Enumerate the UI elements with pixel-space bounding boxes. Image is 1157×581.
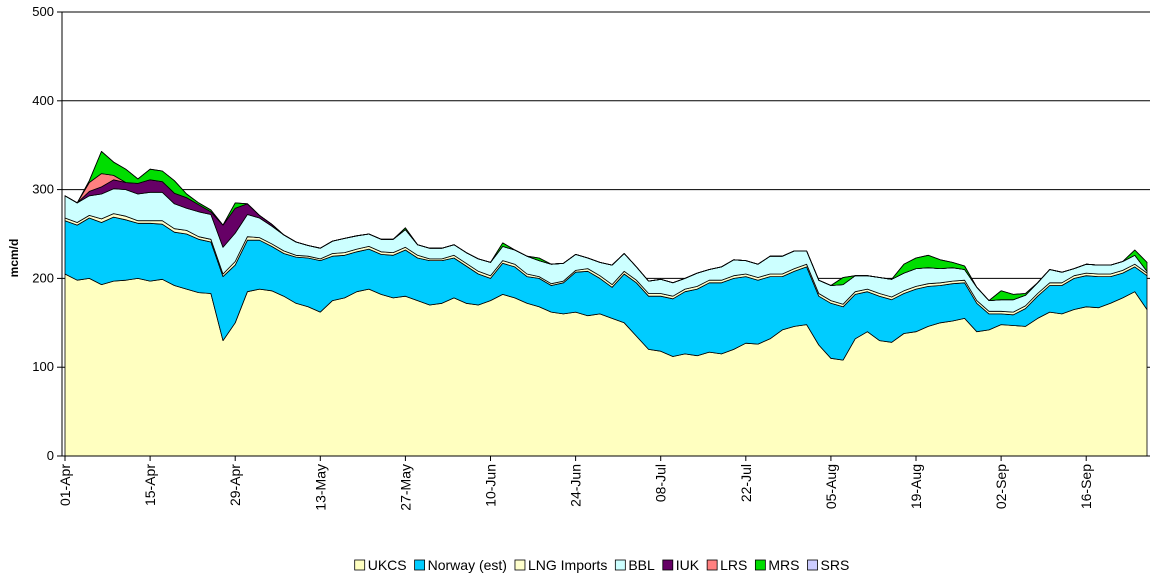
legend-swatch xyxy=(354,559,366,571)
legend-label: UKCS xyxy=(368,557,407,573)
x-tick-label: 05-Aug xyxy=(823,464,839,509)
x-tick-label: 01-Apr xyxy=(57,464,73,506)
x-tick-label: 02-Sep xyxy=(993,464,1009,509)
area xyxy=(64,151,1148,301)
y-tick-label: 300 xyxy=(32,182,54,197)
x-tick-label: 15-Apr xyxy=(142,464,158,506)
x-tick-label: 29-Apr xyxy=(227,464,243,506)
legend-label: LRS xyxy=(720,557,747,573)
legend-swatch xyxy=(807,559,818,571)
x-tick-label: 27-May xyxy=(397,464,413,511)
y-axis-label: mcm/d xyxy=(7,239,21,278)
x-tick-label: 10-Jun xyxy=(483,464,499,507)
x-tick-label: 13-May xyxy=(312,464,328,511)
legend: UKCS Norway (est) LNG Imports BBL IUK LRS MRS S… xyxy=(354,557,850,573)
y-tick-label: 500 xyxy=(32,4,54,19)
legend-label: IUK xyxy=(676,557,700,573)
legend-label: Norway (est) xyxy=(428,557,507,573)
y-tick-label: 0 xyxy=(47,448,54,463)
x-tick-label: 24-Jun xyxy=(568,464,584,507)
y-tick-label: 100 xyxy=(32,359,54,374)
legend-label: SRS xyxy=(821,557,850,573)
legend-label: BBL xyxy=(628,557,655,573)
y-tick-label: 400 xyxy=(32,93,54,108)
legend-swatch xyxy=(706,559,718,571)
x-tick-label: 22-Jul xyxy=(738,464,754,502)
x-tick-label: 08-Jul xyxy=(653,464,669,502)
legend-swatch xyxy=(662,559,674,571)
y-tick-label: 200 xyxy=(32,270,54,285)
legend-swatch xyxy=(614,559,626,571)
legend-label: MRS xyxy=(768,557,799,573)
legend-swatch xyxy=(514,559,526,571)
legend-label: LNG Imports xyxy=(528,557,607,573)
x-tick-label: 16-Sep xyxy=(1078,464,1094,509)
x-tick-label: 19-Aug xyxy=(908,464,924,509)
legend-swatch xyxy=(414,559,426,571)
legend-swatch xyxy=(754,559,766,571)
